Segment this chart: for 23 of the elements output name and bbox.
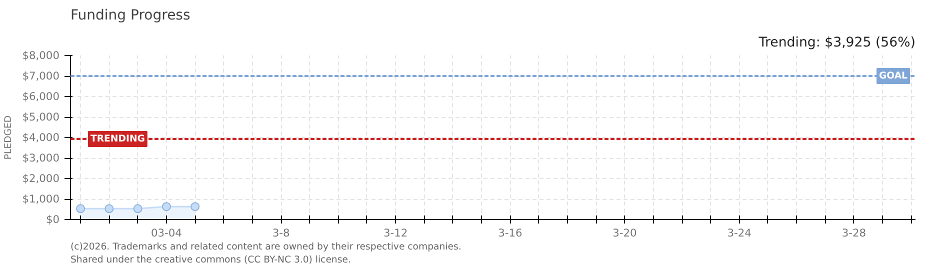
text: Shared under the creative commons (CC BY-NC 3.0) license.	[70, 254, 351, 266]
chart-subtitle: Trending: $3,925 (56%)	[758, 36, 916, 50]
y-tick-label: $3,000	[22, 152, 60, 164]
x-tick-label: 3-12	[384, 226, 408, 240]
x-tick-label: 3-28	[842, 226, 866, 240]
ref-line-label: TRENDING	[90, 134, 145, 145]
text: (c)2026. Trademarks and related content are owned by their respective companies.	[70, 242, 462, 252]
y-tick-label: $5,000	[22, 110, 60, 124]
y-tick-label: $4,000	[22, 131, 60, 144]
y-tick-label: $8,000	[22, 49, 60, 62]
ref-line-label: GOAL	[879, 70, 908, 82]
x-tick-label: 3-8	[272, 226, 290, 240]
y-tick-label: $6,000	[22, 90, 60, 103]
y-tick-label: $2,000	[22, 172, 60, 185]
y-axis-title: PLEDGED	[3, 115, 14, 160]
chart-title: Funding Progress	[70, 8, 190, 24]
x-tick-label: 03-04	[150, 226, 182, 240]
y-tick-label: $7,000	[22, 70, 60, 82]
x-tick-label: 3-20	[612, 226, 638, 240]
y-tick-label: $1,000	[22, 192, 60, 206]
y-tick-label: $0	[46, 213, 60, 226]
x-tick-label: 3-24	[727, 226, 752, 240]
x-tick-label: 3-16	[498, 226, 522, 240]
